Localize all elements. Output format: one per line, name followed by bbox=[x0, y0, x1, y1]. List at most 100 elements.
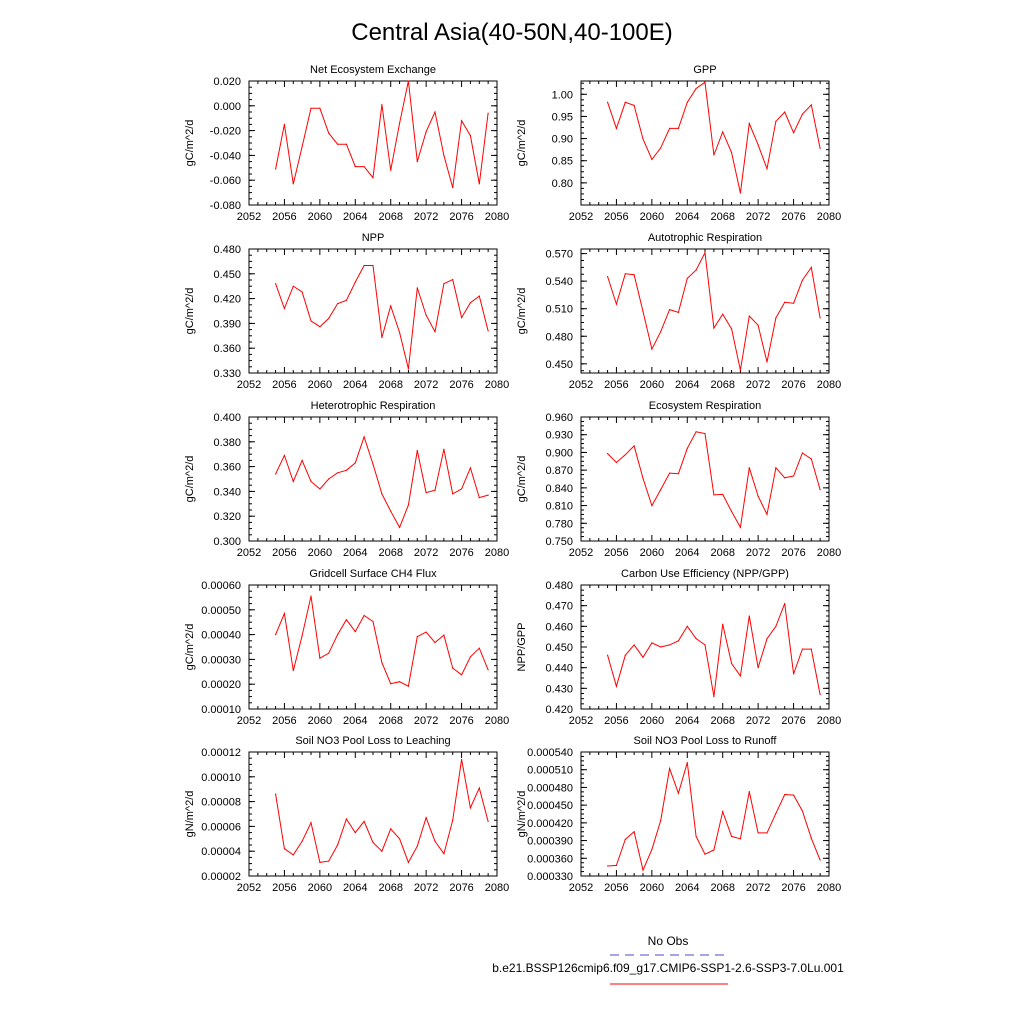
data-point bbox=[784, 301, 786, 303]
y-tick-label: 0.85 bbox=[552, 156, 573, 168]
data-point bbox=[757, 495, 759, 497]
data-point bbox=[801, 810, 804, 812]
y-tick-label: 0.780 bbox=[545, 518, 573, 530]
data-point bbox=[416, 287, 418, 289]
data-point bbox=[810, 458, 812, 460]
data-point bbox=[766, 361, 768, 363]
data-point bbox=[633, 274, 635, 276]
y-tick-label: 0.340 bbox=[213, 486, 241, 498]
data-point bbox=[398, 526, 401, 528]
data-point bbox=[606, 654, 609, 656]
data-point bbox=[704, 432, 706, 435]
y-tick-label: 0.360 bbox=[213, 462, 241, 474]
y-axis-label: gC/m^2/d bbox=[184, 624, 196, 671]
y-tick-label: 0.000360 bbox=[527, 853, 573, 865]
x-tick-label: 2076 bbox=[781, 379, 805, 391]
data-point bbox=[381, 103, 383, 106]
data-point bbox=[660, 331, 662, 333]
data-point bbox=[434, 111, 436, 113]
x-tick-label: 2072 bbox=[414, 882, 438, 894]
data-point bbox=[660, 646, 662, 648]
x-tick-label: 2080 bbox=[485, 547, 509, 559]
y-axis-label: gN/m^2/d bbox=[184, 791, 196, 838]
data-point bbox=[668, 767, 671, 770]
y-tick-label: -0.040 bbox=[210, 150, 241, 162]
data-point bbox=[642, 477, 644, 480]
x-tick-label: 2068 bbox=[378, 379, 402, 391]
x-tick-label: 2076 bbox=[449, 715, 473, 727]
data-point bbox=[695, 835, 697, 838]
data-point bbox=[739, 192, 742, 194]
x-tick-label: 2068 bbox=[378, 882, 402, 894]
data-point bbox=[354, 165, 356, 168]
plot-frame bbox=[580, 80, 830, 206]
x-tick-label: 2068 bbox=[710, 882, 734, 894]
x-tick-label: 2080 bbox=[817, 547, 841, 559]
data-point bbox=[677, 127, 680, 129]
data-point bbox=[651, 642, 653, 644]
data-point bbox=[748, 467, 750, 469]
data-point bbox=[722, 313, 724, 315]
x-tick-label: 2080 bbox=[817, 715, 841, 727]
plot-frame bbox=[248, 584, 498, 710]
x-tick-label: 2076 bbox=[449, 547, 473, 559]
data-point bbox=[390, 683, 392, 685]
chart-title: GPP bbox=[693, 64, 716, 76]
x-tick-label: 2052 bbox=[237, 547, 261, 559]
plot-frame bbox=[580, 248, 830, 374]
data-point bbox=[615, 685, 618, 687]
y-tick-label: 0.00006 bbox=[201, 821, 241, 833]
data-point bbox=[642, 138, 644, 140]
x-tick-label: 2060 bbox=[308, 379, 332, 391]
data-point bbox=[407, 685, 410, 687]
data-point bbox=[668, 309, 671, 311]
y-tick-label: 0.440 bbox=[545, 663, 573, 675]
data-point bbox=[757, 324, 759, 326]
x-tick-label: 2080 bbox=[817, 379, 841, 391]
series-line bbox=[275, 596, 489, 687]
y-tick-label: 0.000450 bbox=[527, 800, 573, 812]
data-point bbox=[801, 113, 804, 115]
data-point bbox=[354, 462, 356, 464]
y-axis-label: gC/m^2/d bbox=[184, 456, 196, 503]
x-tick-label: 2064 bbox=[675, 379, 699, 391]
data-point bbox=[460, 317, 463, 319]
data-point bbox=[407, 368, 410, 370]
data-point bbox=[766, 832, 768, 834]
x-tick-label: 2064 bbox=[675, 882, 699, 894]
data-point bbox=[748, 315, 750, 317]
y-axis-label: gN/m^2/d bbox=[516, 791, 528, 838]
x-tick-label: 2052 bbox=[569, 547, 593, 559]
data-point bbox=[390, 305, 392, 307]
y-axis-label: gC/m^2/d bbox=[184, 288, 196, 335]
data-point bbox=[452, 493, 454, 495]
data-point bbox=[487, 669, 489, 671]
x-tick-label: 2056 bbox=[604, 882, 628, 894]
data-point bbox=[478, 183, 480, 185]
page-title: Central Asia(40-50N,40-100E) bbox=[351, 19, 673, 46]
chart-title: Soil NO3 Pool Loss to Runoff bbox=[634, 735, 778, 747]
data-point bbox=[730, 662, 733, 665]
x-tick-label: 2068 bbox=[378, 211, 402, 223]
data-point bbox=[398, 681, 401, 683]
y-tick-label: -0.080 bbox=[210, 200, 241, 212]
data-point bbox=[354, 631, 356, 633]
data-point bbox=[748, 615, 750, 617]
y-tick-label: 0.470 bbox=[545, 601, 573, 613]
x-tick-label: 2064 bbox=[343, 882, 367, 894]
data-point bbox=[713, 154, 715, 156]
y-tick-label: 0.000480 bbox=[527, 782, 573, 794]
data-point bbox=[398, 122, 401, 124]
data-point bbox=[810, 648, 812, 650]
data-point bbox=[372, 620, 374, 623]
data-point bbox=[301, 146, 303, 148]
x-tick-label: 2072 bbox=[746, 882, 770, 894]
data-point bbox=[792, 475, 795, 477]
data-point bbox=[416, 449, 418, 452]
data-point bbox=[606, 865, 609, 867]
data-point bbox=[416, 161, 418, 163]
y-tick-label: 0.400 bbox=[213, 412, 241, 424]
x-tick-label: 2060 bbox=[640, 211, 664, 223]
data-point bbox=[434, 840, 436, 842]
data-point bbox=[345, 299, 348, 301]
